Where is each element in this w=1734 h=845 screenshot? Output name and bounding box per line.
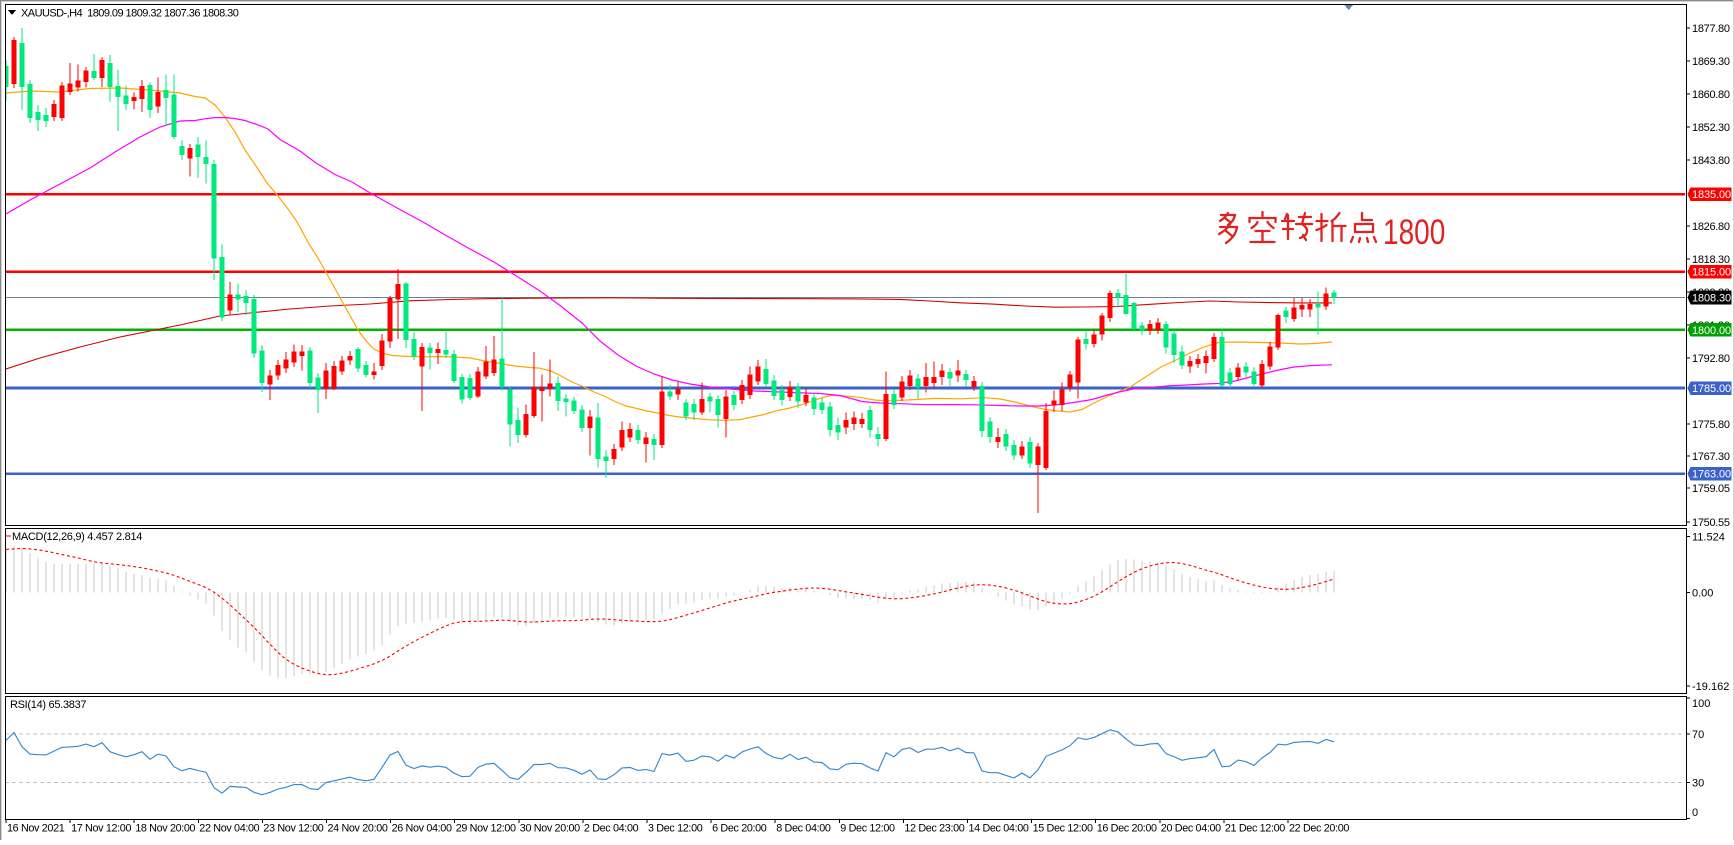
svg-text:1800.00: 1800.00 <box>1692 325 1731 337</box>
svg-text:1860.80: 1860.80 <box>1692 89 1730 101</box>
svg-text:22 Dec 20:00: 22 Dec 20:00 <box>1289 823 1349 835</box>
svg-text:21 Dec 12:00: 21 Dec 12:00 <box>1225 823 1285 835</box>
svg-text:24 Nov 20:00: 24 Nov 20:00 <box>328 823 388 835</box>
svg-text:1775.80: 1775.80 <box>1692 419 1730 431</box>
svg-text:1843.80: 1843.80 <box>1692 155 1730 167</box>
svg-text:70: 70 <box>1692 729 1704 741</box>
svg-text:1869.30: 1869.30 <box>1692 56 1730 68</box>
svg-text:12 Dec 23:00: 12 Dec 23:00 <box>904 823 964 835</box>
svg-text:0.00: 0.00 <box>1692 588 1713 600</box>
svg-text:26 Nov 04:00: 26 Nov 04:00 <box>392 823 452 835</box>
svg-text:100: 100 <box>1692 698 1710 710</box>
svg-text:1808.30: 1808.30 <box>1692 293 1731 305</box>
svg-text:1877.80: 1877.80 <box>1692 23 1730 35</box>
svg-text:1767.30: 1767.30 <box>1692 451 1730 463</box>
svg-text:1792.80: 1792.80 <box>1692 353 1730 365</box>
svg-text:14 Dec 04:00: 14 Dec 04:00 <box>969 823 1029 835</box>
svg-text:9 Dec 12:00: 9 Dec 12:00 <box>840 823 895 835</box>
svg-text:29 Nov 12:00: 29 Nov 12:00 <box>456 823 516 835</box>
svg-text:1835.00: 1835.00 <box>1692 189 1731 201</box>
svg-text:17 Nov 12:00: 17 Nov 12:00 <box>71 823 131 835</box>
svg-text:-19.162: -19.162 <box>1692 681 1729 693</box>
svg-text:RSI(14) 65.3837: RSI(14) 65.3837 <box>10 699 86 711</box>
svg-text:1852.30: 1852.30 <box>1692 122 1730 134</box>
svg-text:3 Dec 12:00: 3 Dec 12:00 <box>648 823 703 835</box>
svg-text:1785.00: 1785.00 <box>1692 383 1731 395</box>
svg-text:16 Nov 2021: 16 Nov 2021 <box>7 823 65 835</box>
svg-text:30 Nov 20:00: 30 Nov 20:00 <box>520 823 580 835</box>
svg-text:6 Dec 20:00: 6 Dec 20:00 <box>712 823 767 835</box>
svg-text:11.524: 11.524 <box>1692 531 1725 543</box>
svg-text:XAUUSD-,H4 1809.09 1809.32 18: XAUUSD-,H4 1809.09 1809.32 1807.36 1808.… <box>21 8 239 20</box>
svg-text:1750.55: 1750.55 <box>1692 517 1730 529</box>
svg-text:1818.30: 1818.30 <box>1692 254 1730 266</box>
svg-text:1763.00: 1763.00 <box>1692 469 1731 481</box>
svg-text:MACD(12,26,9) 4.457 2.814: MACD(12,26,9) 4.457 2.814 <box>12 531 142 543</box>
svg-text:1826.80: 1826.80 <box>1692 221 1730 233</box>
svg-text:1759.05: 1759.05 <box>1692 483 1730 495</box>
svg-text:18 Nov 20:00: 18 Nov 20:00 <box>135 823 195 835</box>
svg-text:0: 0 <box>1692 807 1698 819</box>
svg-text:30: 30 <box>1692 777 1704 789</box>
svg-text:1815.00: 1815.00 <box>1692 267 1731 279</box>
svg-text:16 Dec 20:00: 16 Dec 20:00 <box>1097 823 1157 835</box>
svg-text:15 Dec 12:00: 15 Dec 12:00 <box>1033 823 1093 835</box>
svg-text:22 Nov 04:00: 22 Nov 04:00 <box>199 823 259 835</box>
svg-text:1800: 1800 <box>1383 212 1445 252</box>
svg-text:23 Nov 12:00: 23 Nov 12:00 <box>263 823 323 835</box>
svg-text:2 Dec 04:00: 2 Dec 04:00 <box>584 823 639 835</box>
svg-text:8 Dec 04:00: 8 Dec 04:00 <box>776 823 831 835</box>
svg-text:20 Dec 04:00: 20 Dec 04:00 <box>1161 823 1221 835</box>
